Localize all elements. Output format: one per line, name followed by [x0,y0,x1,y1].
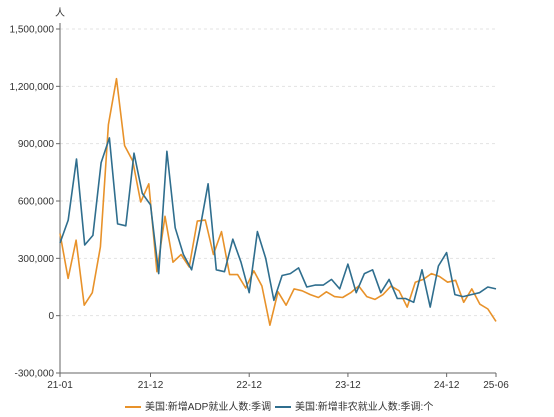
y-tick-label: 300,000 [18,254,55,265]
y-tick-label: 0 [48,311,54,322]
legend-label-adp: 美国:新增ADP就业人数:季调 [145,400,271,413]
y-axis: 人 1,500,000 1,200,000 900,000 600,000 300,00… [10,7,66,380]
series-layer [59,77,497,327]
y-tick-label: 1,500,000 [10,25,55,36]
x-tick-label: 24-12 [434,380,460,391]
y-tick-label: -300,000 [15,369,55,380]
x-tick-label: 22-12 [236,380,262,391]
x-tick-label: 23-12 [335,380,361,391]
x-tick-label: 21-12 [138,380,164,391]
gridlines [60,28,496,317]
legend-label-nonfarm: 美国:新增非农就业人数:季调:个 [295,400,433,413]
x-axis: 21-01 21-12 22-12 23-12 24-12 25-06 [47,372,509,391]
x-tick-label: 25-06 [483,380,509,391]
x-tick-label: 21-01 [47,380,73,391]
legend-item-nonfarm[interactable]: 美国:新增非农就业人数:季调:个 [275,400,433,413]
y-tick-label: 600,000 [18,197,55,208]
y-tick-label: 900,000 [18,139,55,150]
y-tick-label: 1,200,000 [10,82,55,93]
legend-item-adp[interactable]: 美国:新增ADP就业人数:季调 [125,400,271,413]
legend: 美国:新增ADP就业人数:季调 美国:新增非农就业人数:季调:个 [125,400,433,413]
y-axis-unit: 人 [55,7,65,19]
series-line-nonfarm [59,137,497,308]
